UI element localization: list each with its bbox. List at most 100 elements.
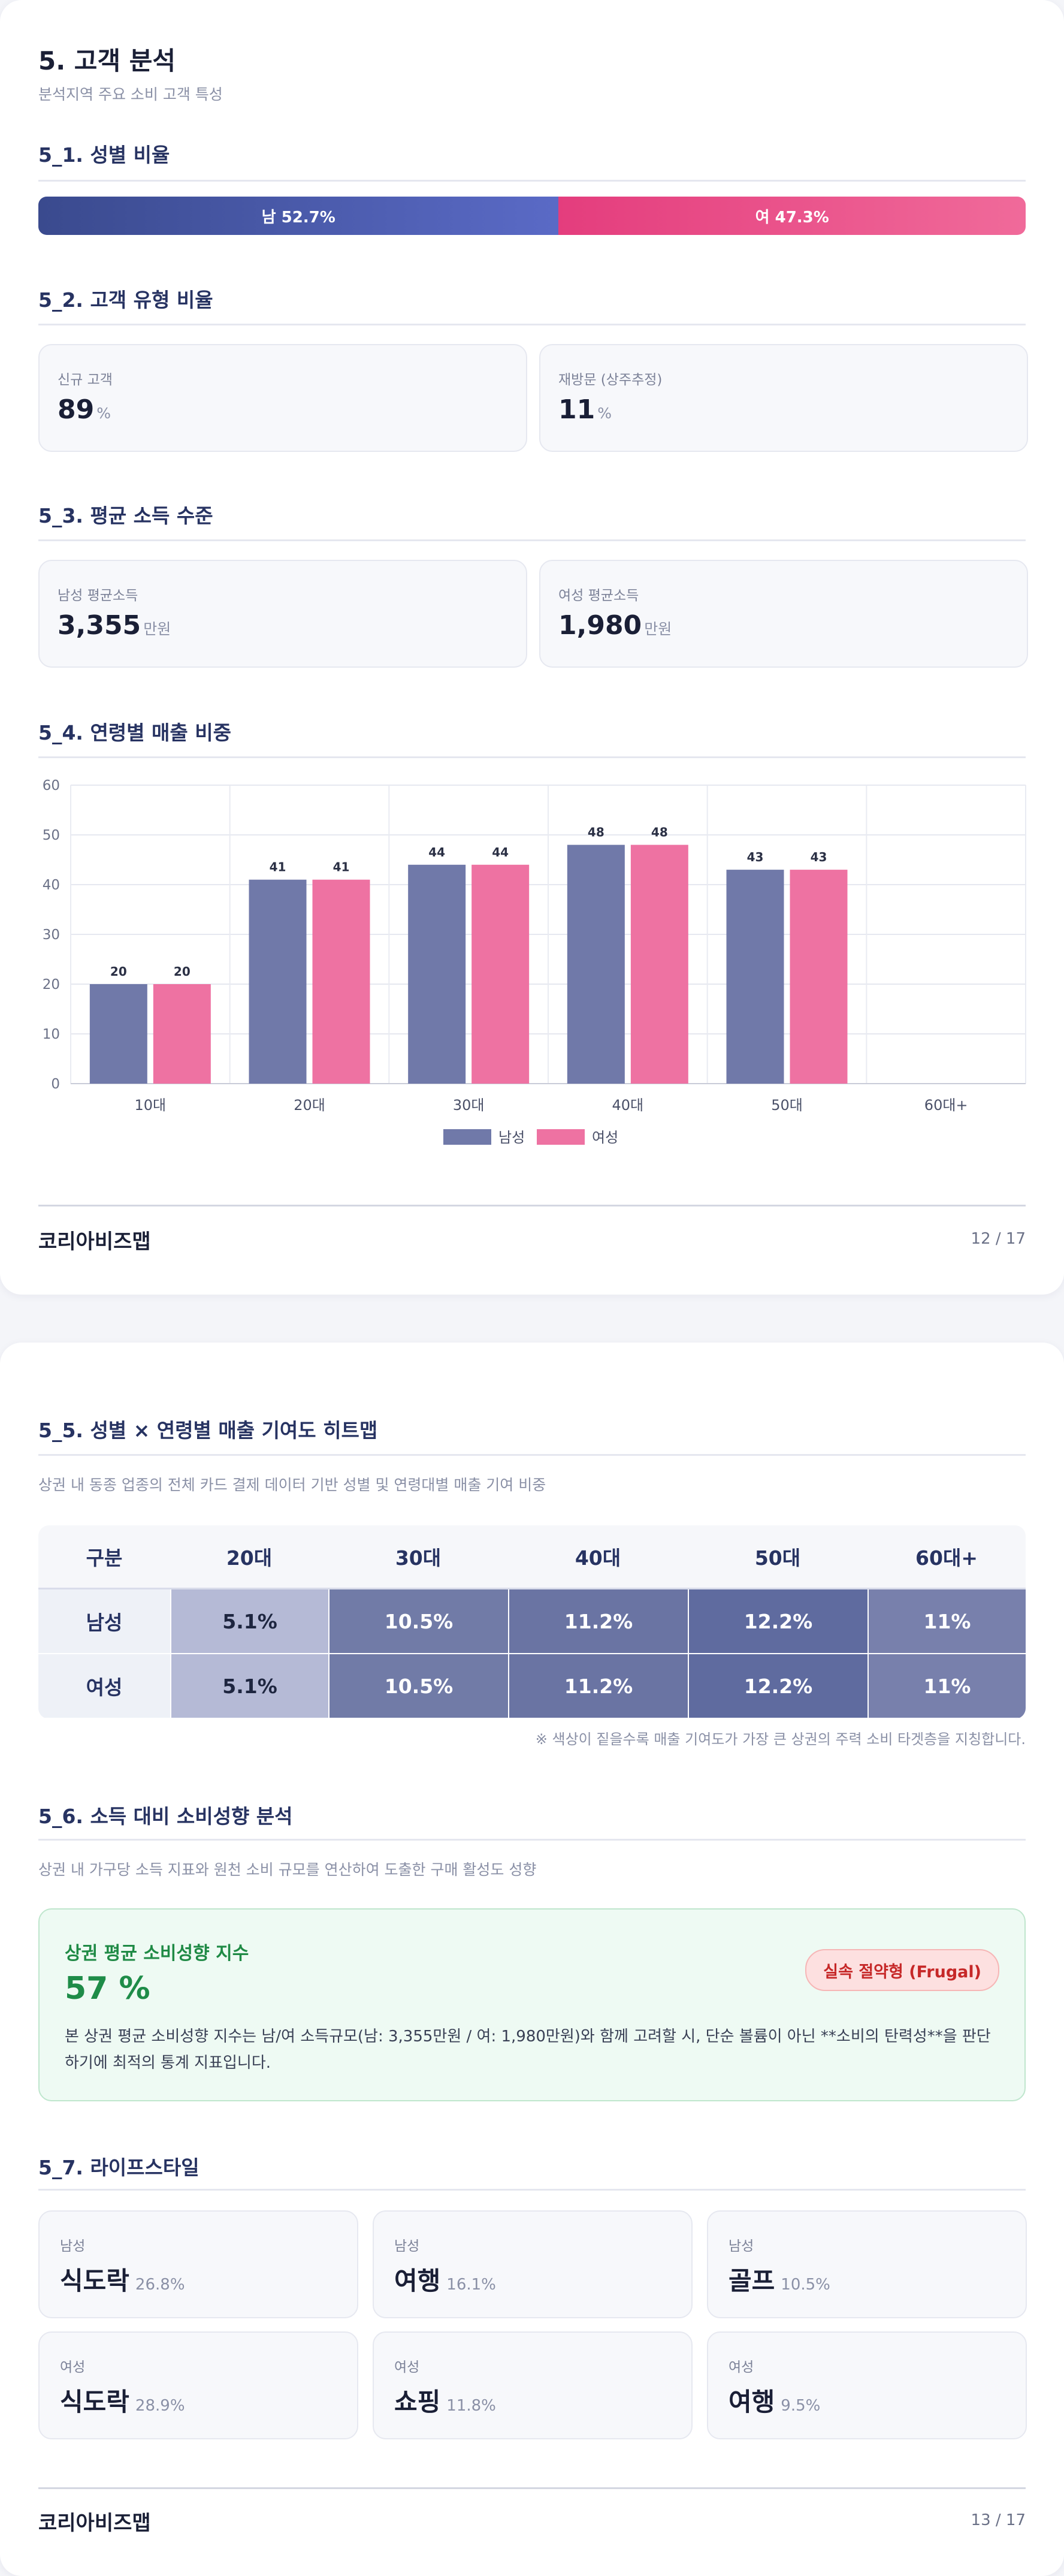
- gender-age-heatmap: 구분 20대 30대 40대 50대 60대+ 남성 5.1% 10.5% 11…: [38, 1525, 1026, 1719]
- card-label: 신규 고객: [58, 372, 113, 388]
- lifestyle-card: 남성 여행 16.1%: [373, 2210, 693, 2318]
- card-value: 1,980: [558, 610, 642, 641]
- section-heading-lifestyle: 5_7. 라이프스타일: [38, 2156, 200, 2179]
- bar-female: [153, 984, 211, 1084]
- card-unit: 만원: [644, 620, 672, 638]
- bar-value-label: 44: [428, 845, 445, 859]
- heatmap-column-header: 40대: [508, 1525, 688, 1589]
- lifestyle-name: 쇼핑: [394, 2387, 441, 2417]
- spending-description: 상권 내 가구당 소득 지표와 원천 소비 규모를 연산하여 도출한 구매 활성…: [38, 1861, 537, 1878]
- card-value: 89: [58, 394, 95, 425]
- heatmap-cell: 5.1%: [170, 1654, 328, 1719]
- bar-male: [249, 879, 307, 1084]
- y-tick-label: 10: [43, 1027, 60, 1042]
- section-heading-spending: 5_6. 소득 대비 소비성향 분석: [38, 1805, 293, 1828]
- card-unit: 만원: [143, 620, 171, 638]
- lifestyle-gender: 여성: [729, 2360, 754, 2375]
- page-number: 13 / 17: [971, 2511, 1026, 2529]
- section-heading-income: 5_3. 평균 소득 수준: [38, 504, 213, 527]
- new-customer-card: 신규 고객 89%: [38, 344, 527, 452]
- male-income-card: 남성 평균소득 3,355 만원: [38, 560, 527, 668]
- lifestyle-gender: 남성: [729, 2239, 754, 2254]
- spending-index-text: 본 상권 평균 소비성향 지수는 남/여 소득규모(남: 3,355만원 / 여…: [65, 2028, 991, 2072]
- lifestyle-pct: 28.9%: [135, 2397, 185, 2415]
- section-heading-customer-type: 5_2. 고객 유형 비율: [38, 288, 213, 312]
- bar-value-label: 41: [270, 860, 286, 874]
- section-divider: [38, 180, 1026, 182]
- bar-value-label: 20: [174, 964, 191, 979]
- heatmap-row-female: 여성 5.1% 10.5% 11.2% 12.2% 11%: [38, 1654, 1026, 1719]
- section-heading-age-chart: 5_4. 연령별 매출 비중: [38, 721, 231, 744]
- section-divider: [38, 1454, 1026, 1456]
- lifestyle-gender: 남성: [394, 2239, 420, 2254]
- section-divider: [38, 756, 1026, 758]
- bar-value-label: 44: [492, 845, 509, 859]
- heatmap-description: 상권 내 동종 업종의 전체 카드 결제 데이터 기반 성별 및 연령대별 매출…: [38, 1476, 546, 1494]
- heatmap-cell: 11.2%: [508, 1654, 688, 1719]
- heatmap-column-header: 20대: [170, 1525, 328, 1589]
- page-subtitle: 분석지역 주요 소비 고객 특성: [38, 86, 223, 103]
- heatmap-column-header: 30대: [328, 1525, 508, 1589]
- heatmap-cell: 5.1%: [170, 1589, 328, 1654]
- y-tick-label: 50: [43, 828, 60, 843]
- x-tick-label: 30대: [453, 1097, 485, 1114]
- page-title: 5. 고객 분석: [38, 46, 176, 76]
- lifestyle-pct: 11.8%: [446, 2397, 496, 2415]
- card-value: 3,355: [58, 610, 141, 641]
- spending-index-value: 57 %: [65, 1971, 150, 2007]
- spending-type-badge: 실속 절약형 (Frugal): [805, 1949, 999, 1991]
- section-divider: [38, 2189, 1026, 2191]
- bar-male: [726, 870, 784, 1084]
- footer-divider: [38, 2487, 1026, 2489]
- lifestyle-gender: 여성: [394, 2360, 420, 2375]
- heatmap-cell: 12.2%: [688, 1654, 867, 1719]
- lifestyle-card: 여성 식도락 28.9%: [38, 2331, 358, 2439]
- bar-value-label: 48: [651, 825, 668, 840]
- lifestyle-card: 여성 쇼핑 11.8%: [373, 2331, 693, 2439]
- footer-brand: 코리아비즈맵: [38, 2511, 151, 2535]
- lifestyle-name: 식도락: [60, 2387, 129, 2417]
- card-label: 남성 평균소득: [58, 588, 138, 604]
- legend-swatch: [443, 1129, 491, 1145]
- heatmap-note: ※ 색상이 짙을수록 매출 기여도가 가장 큰 상권의 주력 소비 타겟층을 지…: [535, 1731, 1026, 1748]
- bar-value-label: 20: [110, 964, 127, 979]
- x-tick-label: 40대: [612, 1097, 644, 1114]
- page-number: 12 / 17: [971, 1230, 1026, 1248]
- bar-female: [312, 879, 370, 1084]
- lifestyle-card: 남성 골프 10.5%: [707, 2210, 1027, 2318]
- bar-male: [89, 984, 147, 1084]
- y-tick-label: 20: [43, 977, 60, 993]
- lifestyle-gender: 남성: [60, 2239, 86, 2254]
- female-income-card: 여성 평균소득 1,980 만원: [539, 560, 1028, 668]
- heatmap-row-male: 남성 5.1% 10.5% 11.2% 12.2% 11%: [38, 1589, 1026, 1654]
- lifestyle-gender: 여성: [60, 2360, 86, 2375]
- heatmap-cell: 11%: [867, 1589, 1026, 1654]
- card-value: 11: [558, 394, 596, 425]
- male-share-segment: 남 52.7%: [38, 197, 559, 235]
- bar-value-label: 43: [811, 850, 827, 864]
- section-divider: [38, 1839, 1026, 1841]
- bar-value-label: 41: [333, 860, 350, 874]
- heatmap-column-header: 60대+: [867, 1525, 1026, 1589]
- y-tick-label: 40: [43, 877, 60, 893]
- heatmap-column-header: 구분: [38, 1525, 170, 1589]
- x-tick-label: 60대+: [924, 1097, 968, 1114]
- heatmap-cell: 12.2%: [688, 1589, 867, 1654]
- lifestyle-pct: 10.5%: [781, 2276, 830, 2294]
- card-unit: %: [96, 405, 111, 422]
- bar-female: [790, 870, 848, 1084]
- section-divider: [38, 539, 1026, 541]
- bar-female: [471, 864, 530, 1084]
- card-label: 재방문 (상주추정): [558, 372, 663, 388]
- bar-female: [630, 844, 688, 1084]
- x-tick-label: 10대: [135, 1097, 167, 1114]
- lifestyle-name: 골프: [729, 2266, 775, 2296]
- section-heading-gender: 5_1. 성별 비율: [38, 143, 170, 167]
- section-divider: [38, 324, 1026, 325]
- legend-swatch: [537, 1129, 585, 1145]
- female-share-segment: 여 47.3%: [558, 197, 1026, 235]
- heatmap-cell: 10.5%: [328, 1589, 508, 1654]
- legend-label: 여성: [592, 1129, 618, 1146]
- lifestyle-card: 여성 여행 9.5%: [707, 2331, 1027, 2439]
- lifestyle-name: 여행: [394, 2266, 441, 2296]
